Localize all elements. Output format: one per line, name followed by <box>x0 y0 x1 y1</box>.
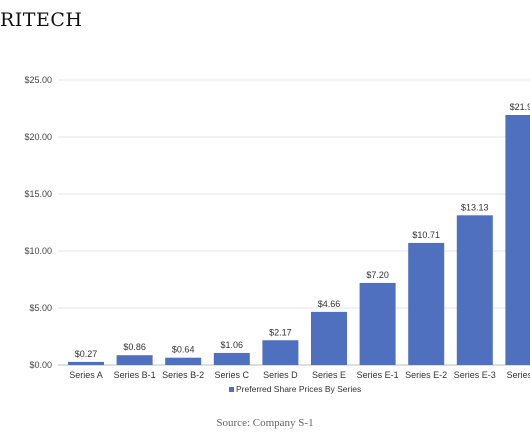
x-category-label: Series A <box>69 370 103 380</box>
bar <box>165 357 202 365</box>
bar <box>116 355 153 365</box>
data-label: $10.71 <box>412 230 440 240</box>
data-label: $7.20 <box>366 270 389 280</box>
x-category-label: Series B-1 <box>114 370 156 380</box>
data-label: $13.13 <box>461 202 489 212</box>
brand-logo-text: RITECH <box>0 9 83 31</box>
x-category-label: Series D <box>263 370 298 380</box>
x-category-label: Series E-2 <box>405 370 447 380</box>
x-category-label: Series B-2 <box>162 370 204 380</box>
bars <box>68 114 530 365</box>
bar <box>456 215 493 365</box>
bar <box>262 340 299 365</box>
y-tick-label: $5.00 <box>29 303 52 313</box>
data-label: $0.27 <box>75 349 98 359</box>
bar <box>408 242 445 365</box>
y-tick-label: $0.00 <box>29 360 52 370</box>
x-category-label: Series E <box>312 370 346 380</box>
data-label: $21.93 <box>510 102 530 112</box>
x-category-label: Series E-1 <box>357 370 399 380</box>
data-label: $1.06 <box>221 340 244 350</box>
bar <box>68 361 104 365</box>
y-tick-label: $10.00 <box>24 246 52 256</box>
data-label: $4.66 <box>318 299 341 309</box>
bar <box>505 114 530 365</box>
data-label: $0.86 <box>123 342 146 352</box>
x-category-label: Series F <box>507 370 530 380</box>
legend-swatch <box>229 387 234 392</box>
y-tick-label: $20.00 <box>24 132 52 142</box>
y-tick-label: $25.00 <box>24 75 52 85</box>
source-note: Source: Company S-1 <box>216 417 314 429</box>
x-axis-categories: Series A Series B-1 Series B-2 Series C Seri… <box>69 370 530 380</box>
x-category-label: Series C <box>215 370 250 380</box>
legend-label: Preferred Share Prices By Series <box>236 384 361 394</box>
bar <box>311 311 347 365</box>
legend: Preferred Share Prices By Series <box>229 384 361 394</box>
bar <box>213 352 250 365</box>
data-label: $2.17 <box>269 327 292 337</box>
bar <box>359 282 396 365</box>
y-tick-label: $15.00 <box>24 189 52 199</box>
y-axis-ticks: $0.00 $5.00 $10.00 $15.00 $20.00 $25.00 <box>24 75 52 370</box>
x-category-label: Series E-3 <box>454 370 496 380</box>
data-labels: $0.27 $0.86 $0.64 $1.06 $2.17 $4.66 $7.20 $10.7… <box>75 102 530 359</box>
data-label: $0.64 <box>172 345 195 355</box>
